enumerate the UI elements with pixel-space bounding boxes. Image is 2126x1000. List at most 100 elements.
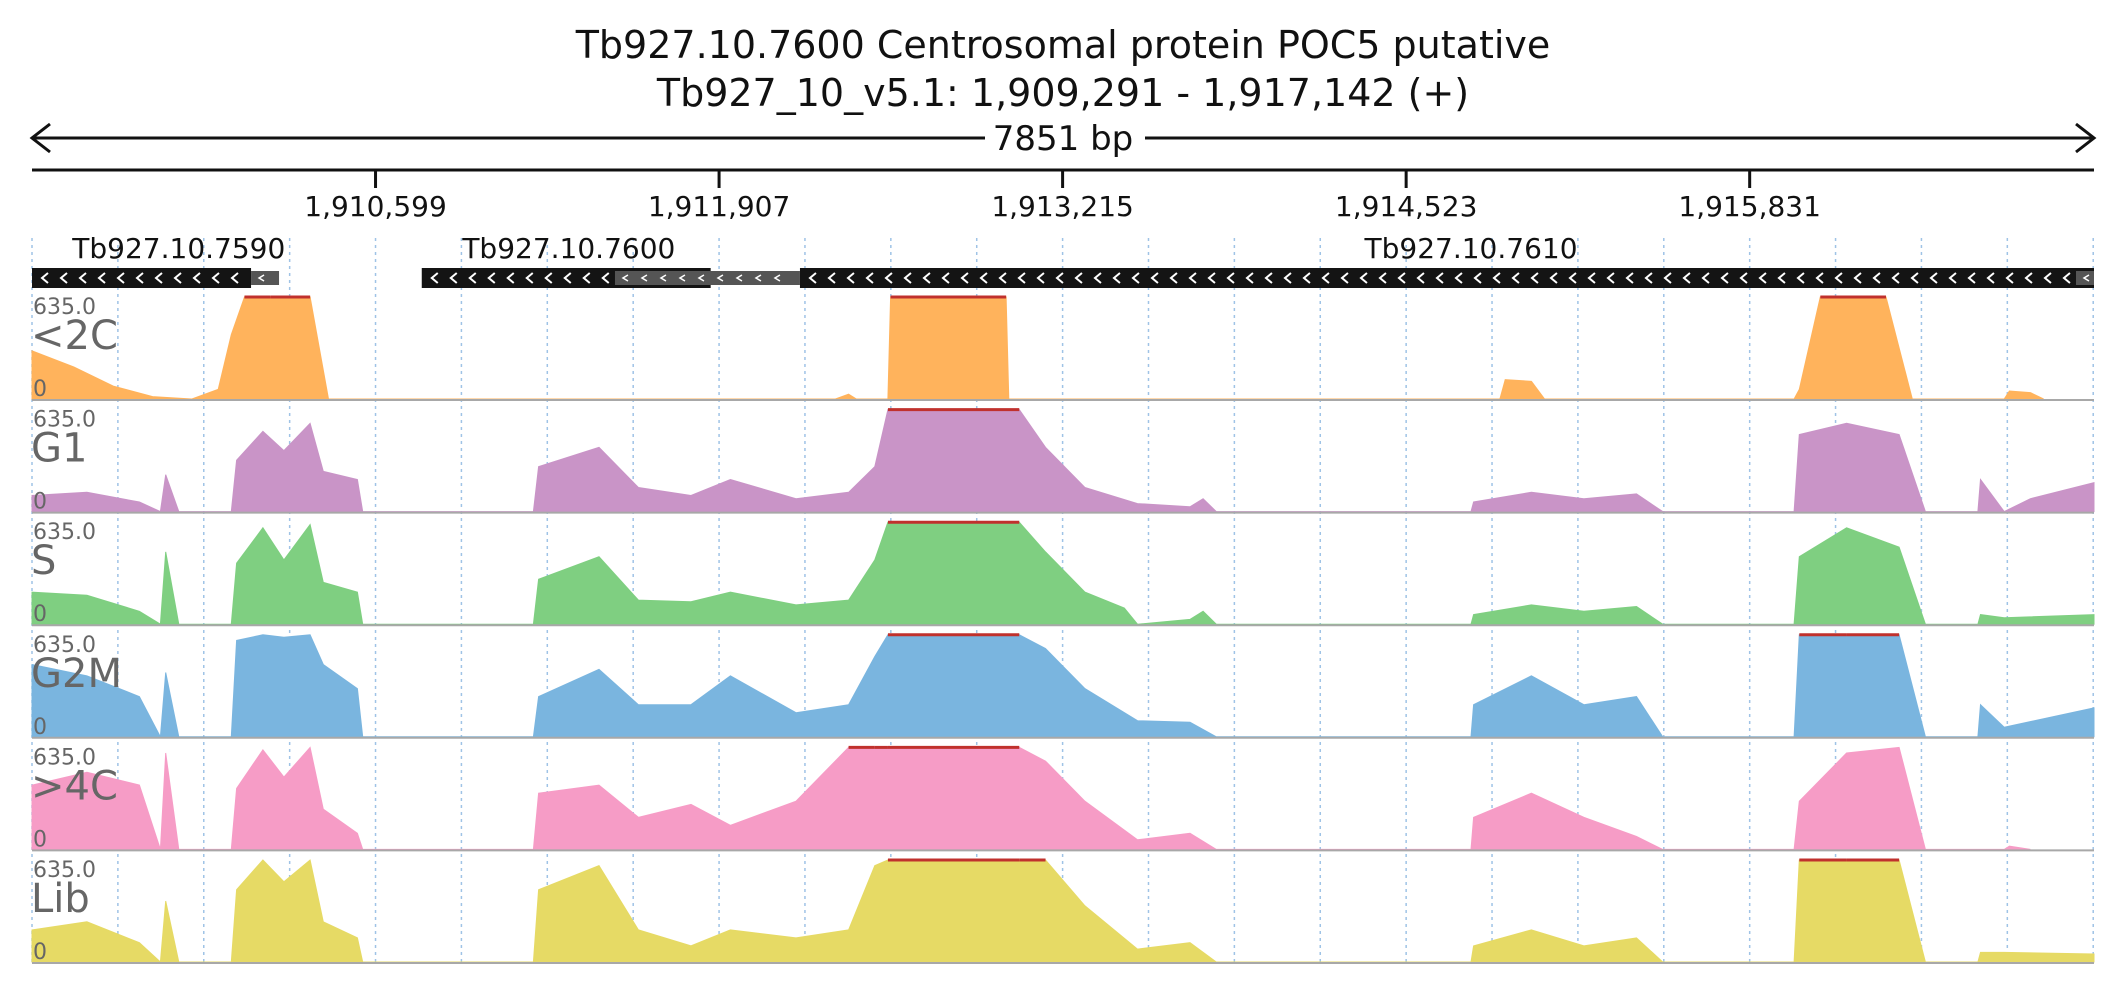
strand-chevron-icon (1055, 272, 1064, 284)
track-max-label: 635.0 (33, 295, 96, 320)
axis-tick-label: 1,915,831 (1678, 190, 1821, 223)
track-min-label: 0 (33, 490, 47, 515)
strand-chevron-icon (1929, 272, 1938, 284)
coverage-area (31, 296, 2044, 400)
strand-chevron-icon (1663, 272, 1672, 284)
strand-chevron-icon (1321, 272, 1330, 284)
strand-chevron-icon (430, 272, 439, 284)
strand-chevron-icon (1853, 272, 1862, 284)
strand-chevron-icon (1587, 272, 1596, 284)
strand-chevron-icon (1549, 272, 1558, 284)
strand-chevron-icon (998, 272, 1007, 284)
gene-body (799, 268, 2094, 288)
strand-chevron-icon (1378, 272, 1387, 284)
strand-chevron-icon (1416, 272, 1425, 284)
track-min-label: 0 (33, 715, 47, 740)
strand-chevron-icon (1302, 272, 1311, 284)
track-name-label: Lib (31, 876, 90, 922)
axis-tick-label: 1,913,215 (991, 190, 1134, 223)
coverage-track: 635.0 0 S (31, 520, 2095, 627)
strand-chevron-icon (1796, 272, 1805, 284)
coverage-area (31, 746, 2031, 850)
coverage-track: 635.0 0 Lib (31, 858, 2095, 965)
strand-chevron-icon (640, 274, 648, 282)
span-ruler: 7851 bp (29, 119, 2097, 159)
strand-chevron-icon (1568, 272, 1577, 284)
strand-chevron-icon (97, 272, 106, 284)
strand-chevron-icon (1967, 272, 1976, 284)
strand-chevron-icon (257, 274, 265, 282)
gene-label: Tb927.10.7600 (461, 232, 675, 265)
strand-chevron-icon (563, 272, 572, 284)
axis-ticks: 1,910,599 1,911,907 1,913,215 1,914,523 1,91… (304, 170, 1821, 223)
strand-chevron-icon (1948, 272, 1957, 284)
coordinate-axis: 1,910,599 1,911,907 1,913,215 1,914,523 1,91… (32, 168, 2094, 223)
track-max-label: 635.0 (33, 633, 96, 658)
coverage-track: 635.0 0 G2M (31, 633, 2095, 740)
axis-tick-label: 1,911,907 (648, 190, 791, 223)
track-name-label: G1 (31, 426, 87, 472)
strand-chevron-icon (1644, 272, 1653, 284)
track-max-label: 635.0 (33, 858, 96, 883)
strand-chevron-icon (1511, 272, 1520, 284)
gene-annotation-track: Tb927.10.7590 Tb927.10.7600 Tb927.10.7610 (32, 232, 2094, 288)
strand-chevron-icon (135, 272, 144, 284)
gene-utr (614, 271, 800, 285)
track-name-label: <2C (31, 313, 118, 359)
strand-chevron-icon (1226, 272, 1235, 284)
figure-subtitle: Tb927_10_v5.1: 1,909,291 - 1,917,142 (+) (656, 71, 1469, 115)
strand-chevron-icon (1815, 272, 1824, 284)
axis-tick-label: 1,910,599 (304, 190, 447, 223)
coverage-track: 635.0 0 <2C (31, 295, 2094, 402)
strand-chevron-icon (735, 274, 743, 282)
strand-chevron-icon (1093, 272, 1102, 284)
coverage-tracks: 635.00<2C635.00G1635.00S635.00G2M635.00>… (31, 295, 2095, 965)
strand-chevron-icon (1207, 272, 1216, 284)
strand-chevron-icon (1359, 272, 1368, 284)
strand-chevron-icon (544, 272, 553, 284)
strand-chevron-icon (773, 274, 781, 282)
strand-chevron-icon (1112, 272, 1121, 284)
strand-chevron-icon (506, 272, 515, 284)
strand-chevron-icon (2005, 272, 2014, 284)
gene-label: Tb927.10.7590 (71, 232, 285, 265)
track-max-label: 635.0 (33, 408, 96, 433)
strand-chevron-icon (884, 272, 893, 284)
strand-chevron-icon (1435, 272, 1444, 284)
strand-chevron-icon (582, 272, 591, 284)
gene-body (32, 268, 252, 288)
coverage-track: 635.0 0 G1 (31, 408, 2095, 515)
strand-chevron-icon (40, 272, 49, 284)
strand-chevron-icon (1606, 272, 1615, 284)
track-max-label: 635.0 (33, 520, 96, 545)
strand-chevron-icon (1910, 272, 1919, 284)
strand-chevron-icon (2043, 272, 2052, 284)
strand-chevron-icon (2082, 274, 2090, 282)
strand-chevron-icon (659, 274, 667, 282)
strand-chevron-icon (1074, 272, 1083, 284)
strand-chevron-icon (1264, 272, 1273, 284)
strand-chevron-icon (1739, 272, 1748, 284)
strand-chevron-icon (1131, 272, 1140, 284)
strand-chevron-icon (979, 272, 988, 284)
axis-tick-label: 1,914,523 (1335, 190, 1478, 223)
strand-chevron-icon (59, 272, 68, 284)
strand-chevron-icon (601, 272, 610, 284)
strand-chevron-icon (1530, 272, 1539, 284)
strand-chevron-icon (1245, 272, 1254, 284)
strand-chevron-icon (1492, 272, 1501, 284)
strand-chevron-icon (2024, 272, 2033, 284)
strand-chevron-icon (903, 272, 912, 284)
track-name-label: S (31, 538, 56, 584)
strand-chevron-icon (960, 272, 969, 284)
strand-chevron-icon (154, 272, 163, 284)
strand-chevron-icon (846, 272, 855, 284)
strand-chevron-icon (1891, 272, 1900, 284)
strand-chevron-icon (1701, 272, 1710, 284)
track-min-label: 0 (33, 940, 47, 965)
gene-label: Tb927.10.7610 (1364, 232, 1578, 265)
coverage-area (31, 521, 2095, 626)
strand-chevron-icon (941, 272, 950, 284)
strand-chevron-icon (230, 272, 239, 284)
strand-chevron-icon (1986, 272, 1995, 284)
